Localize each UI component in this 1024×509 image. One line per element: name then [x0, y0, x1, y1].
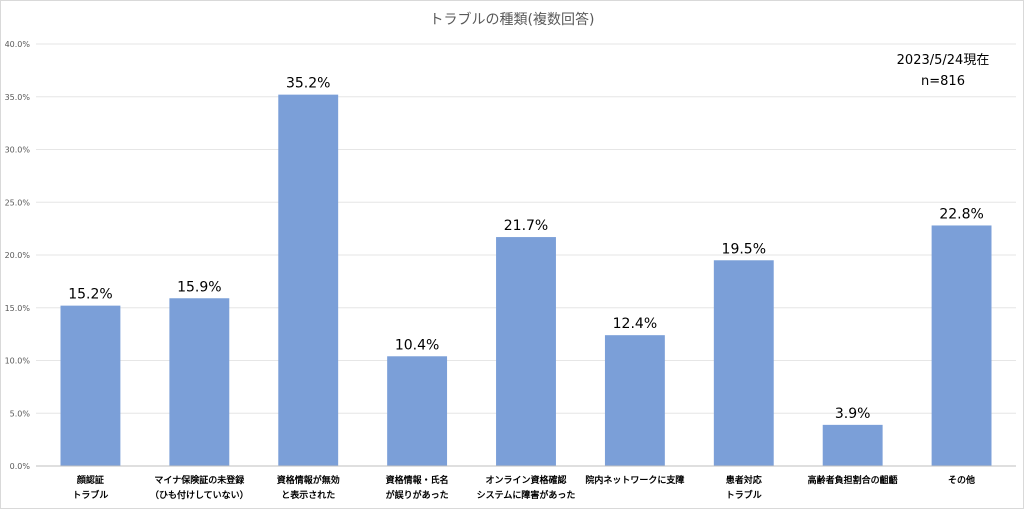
- bar: [931, 225, 992, 466]
- data-label: 3.9%: [835, 406, 871, 422]
- bar: [713, 260, 774, 466]
- bar: [278, 94, 339, 466]
- y-tick-label: 35.0%: [5, 93, 31, 102]
- data-label: 15.9%: [177, 279, 221, 295]
- y-axis-ticks: 0.0% 5.0% 10.0% 15.0% 20.0% 25.0% 30.0% 35.0% 40…: [5, 40, 31, 471]
- y-tick-label: 25.0%: [5, 198, 31, 207]
- category-label: 高齢者負担割合の齟齬: [808, 474, 898, 486]
- category-label: と表示された: [281, 489, 335, 501]
- category-label: 院内ネットワークに支障: [585, 474, 684, 486]
- bars: [60, 94, 992, 466]
- y-tick-label: 10.0%: [5, 357, 31, 366]
- date-annotation: 2023/5/24現在: [897, 53, 990, 68]
- bar: [169, 298, 230, 466]
- category-label: 資格情報が無効: [277, 474, 340, 486]
- data-label: 22.8%: [939, 206, 983, 222]
- data-label: 15.2%: [68, 287, 112, 303]
- data-label: 10.4%: [395, 337, 439, 353]
- category-label: その他: [948, 474, 975, 486]
- y-tick-label: 30.0%: [5, 146, 31, 155]
- bar: [387, 356, 448, 466]
- category-label: トラブル: [72, 489, 108, 501]
- bar: [60, 305, 121, 466]
- y-tick-label: 40.0%: [5, 40, 31, 49]
- data-label: 21.7%: [504, 218, 548, 234]
- category-label: オンライン資格確認: [485, 474, 566, 486]
- category-label: トラブル: [726, 489, 762, 501]
- data-label: 35.2%: [286, 76, 330, 92]
- bar: [604, 335, 665, 466]
- category-label: が誤りがあった: [386, 489, 449, 501]
- bar: [822, 424, 883, 466]
- data-labels: 15.2% 15.9% 35.2% 10.4% 21.7% 12.4% 19.5% 3.9% 2…: [68, 76, 984, 422]
- y-tick-label: 15.0%: [5, 304, 31, 313]
- y-tick-label: 20.0%: [5, 251, 31, 260]
- chart-title: トラブルの種類(複数回答): [430, 11, 595, 28]
- category-label: （ひも付けしていない）: [150, 489, 249, 501]
- data-label: 12.4%: [613, 316, 657, 332]
- category-label: 顔認証: [76, 474, 104, 486]
- bar: [496, 237, 556, 466]
- category-label: マイナ保険証の未登録: [154, 474, 245, 486]
- category-label: 患者対応: [726, 474, 762, 486]
- y-tick-label: 0.0%: [10, 462, 31, 471]
- sample-size-annotation: n=816: [921, 74, 965, 89]
- category-label: 資格情報・氏名: [386, 474, 449, 486]
- category-label: システムに障害があった: [477, 489, 576, 501]
- y-tick-label: 5.0%: [10, 409, 31, 418]
- data-label: 19.5%: [722, 241, 766, 257]
